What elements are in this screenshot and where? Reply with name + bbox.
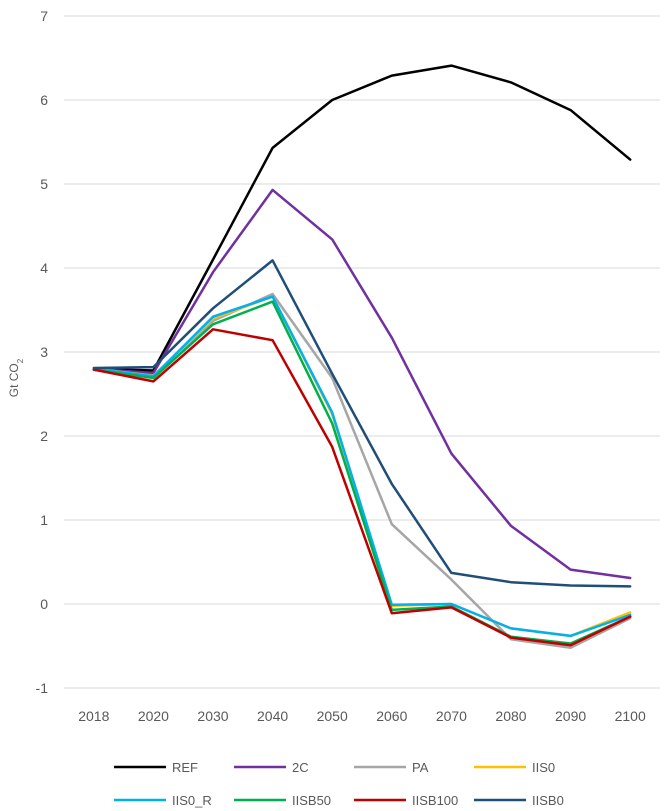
legend-entry: PA	[354, 760, 429, 775]
x-tick-label: 2090	[555, 708, 586, 724]
series-line-ref	[92, 64, 632, 372]
legend-entry: 2C	[234, 760, 309, 775]
series-line-2c	[92, 188, 632, 580]
legend-label: REF	[172, 760, 198, 775]
series-line-iisb50	[92, 300, 632, 645]
y-tick-label: 7	[40, 8, 48, 24]
gridlines	[64, 15, 660, 689]
x-tick-label: 2018	[78, 708, 109, 724]
x-tick-label: 2100	[615, 708, 646, 724]
legend: REF 2C PA IIS0 IIS0_R IISB50 IISB100 IISB0	[114, 760, 564, 808]
legend-label: IISB0	[532, 793, 564, 808]
y-axis-label: Gt CO2	[7, 358, 25, 397]
legend-entry: IIS0_R	[114, 793, 212, 808]
x-tick-label: 2030	[197, 708, 228, 724]
y-tick-label: 1	[40, 512, 48, 528]
legend-entry: IISB0	[474, 793, 564, 808]
y-tick-label: -1	[36, 680, 49, 696]
legend-label: IISB100	[412, 793, 458, 808]
x-tick-label: 2020	[138, 708, 169, 724]
x-tick-label: 2070	[436, 708, 467, 724]
legend-label: 2C	[292, 760, 309, 775]
series-line-iisb0	[92, 259, 632, 588]
legend-entry: REF	[114, 760, 198, 775]
legend-entry: IISB50	[234, 793, 331, 808]
legend-label: IIS0_R	[172, 793, 212, 808]
legend-label: IISB50	[292, 793, 331, 808]
y-tick-label: 4	[40, 260, 48, 276]
legend-label: IIS0	[532, 760, 555, 775]
y-tick-label: 3	[40, 344, 48, 360]
x-axis-ticks: 2018 2020 2030 2040 2050 2060 2070 2080 2090 2100	[78, 708, 646, 724]
x-tick-label: 2050	[317, 708, 348, 724]
y-tick-label: 6	[40, 92, 48, 108]
legend-entry: IISB100	[354, 793, 458, 808]
x-tick-label: 2080	[495, 708, 526, 724]
series-line-iisb100	[92, 328, 632, 647]
y-tick-label: 5	[40, 176, 48, 192]
x-tick-label: 2040	[257, 708, 288, 724]
series-line-iis0-r	[92, 295, 632, 638]
y-axis-ticks: -1 0 1 2 3 4 5 6 7	[36, 8, 49, 696]
y-tick-label: 0	[40, 596, 48, 612]
y-tick-label: 2	[40, 428, 48, 444]
x-tick-label: 2060	[376, 708, 407, 724]
legend-entry: IIS0	[474, 760, 555, 775]
legend-label: PA	[412, 760, 429, 775]
series-lines	[92, 64, 632, 649]
